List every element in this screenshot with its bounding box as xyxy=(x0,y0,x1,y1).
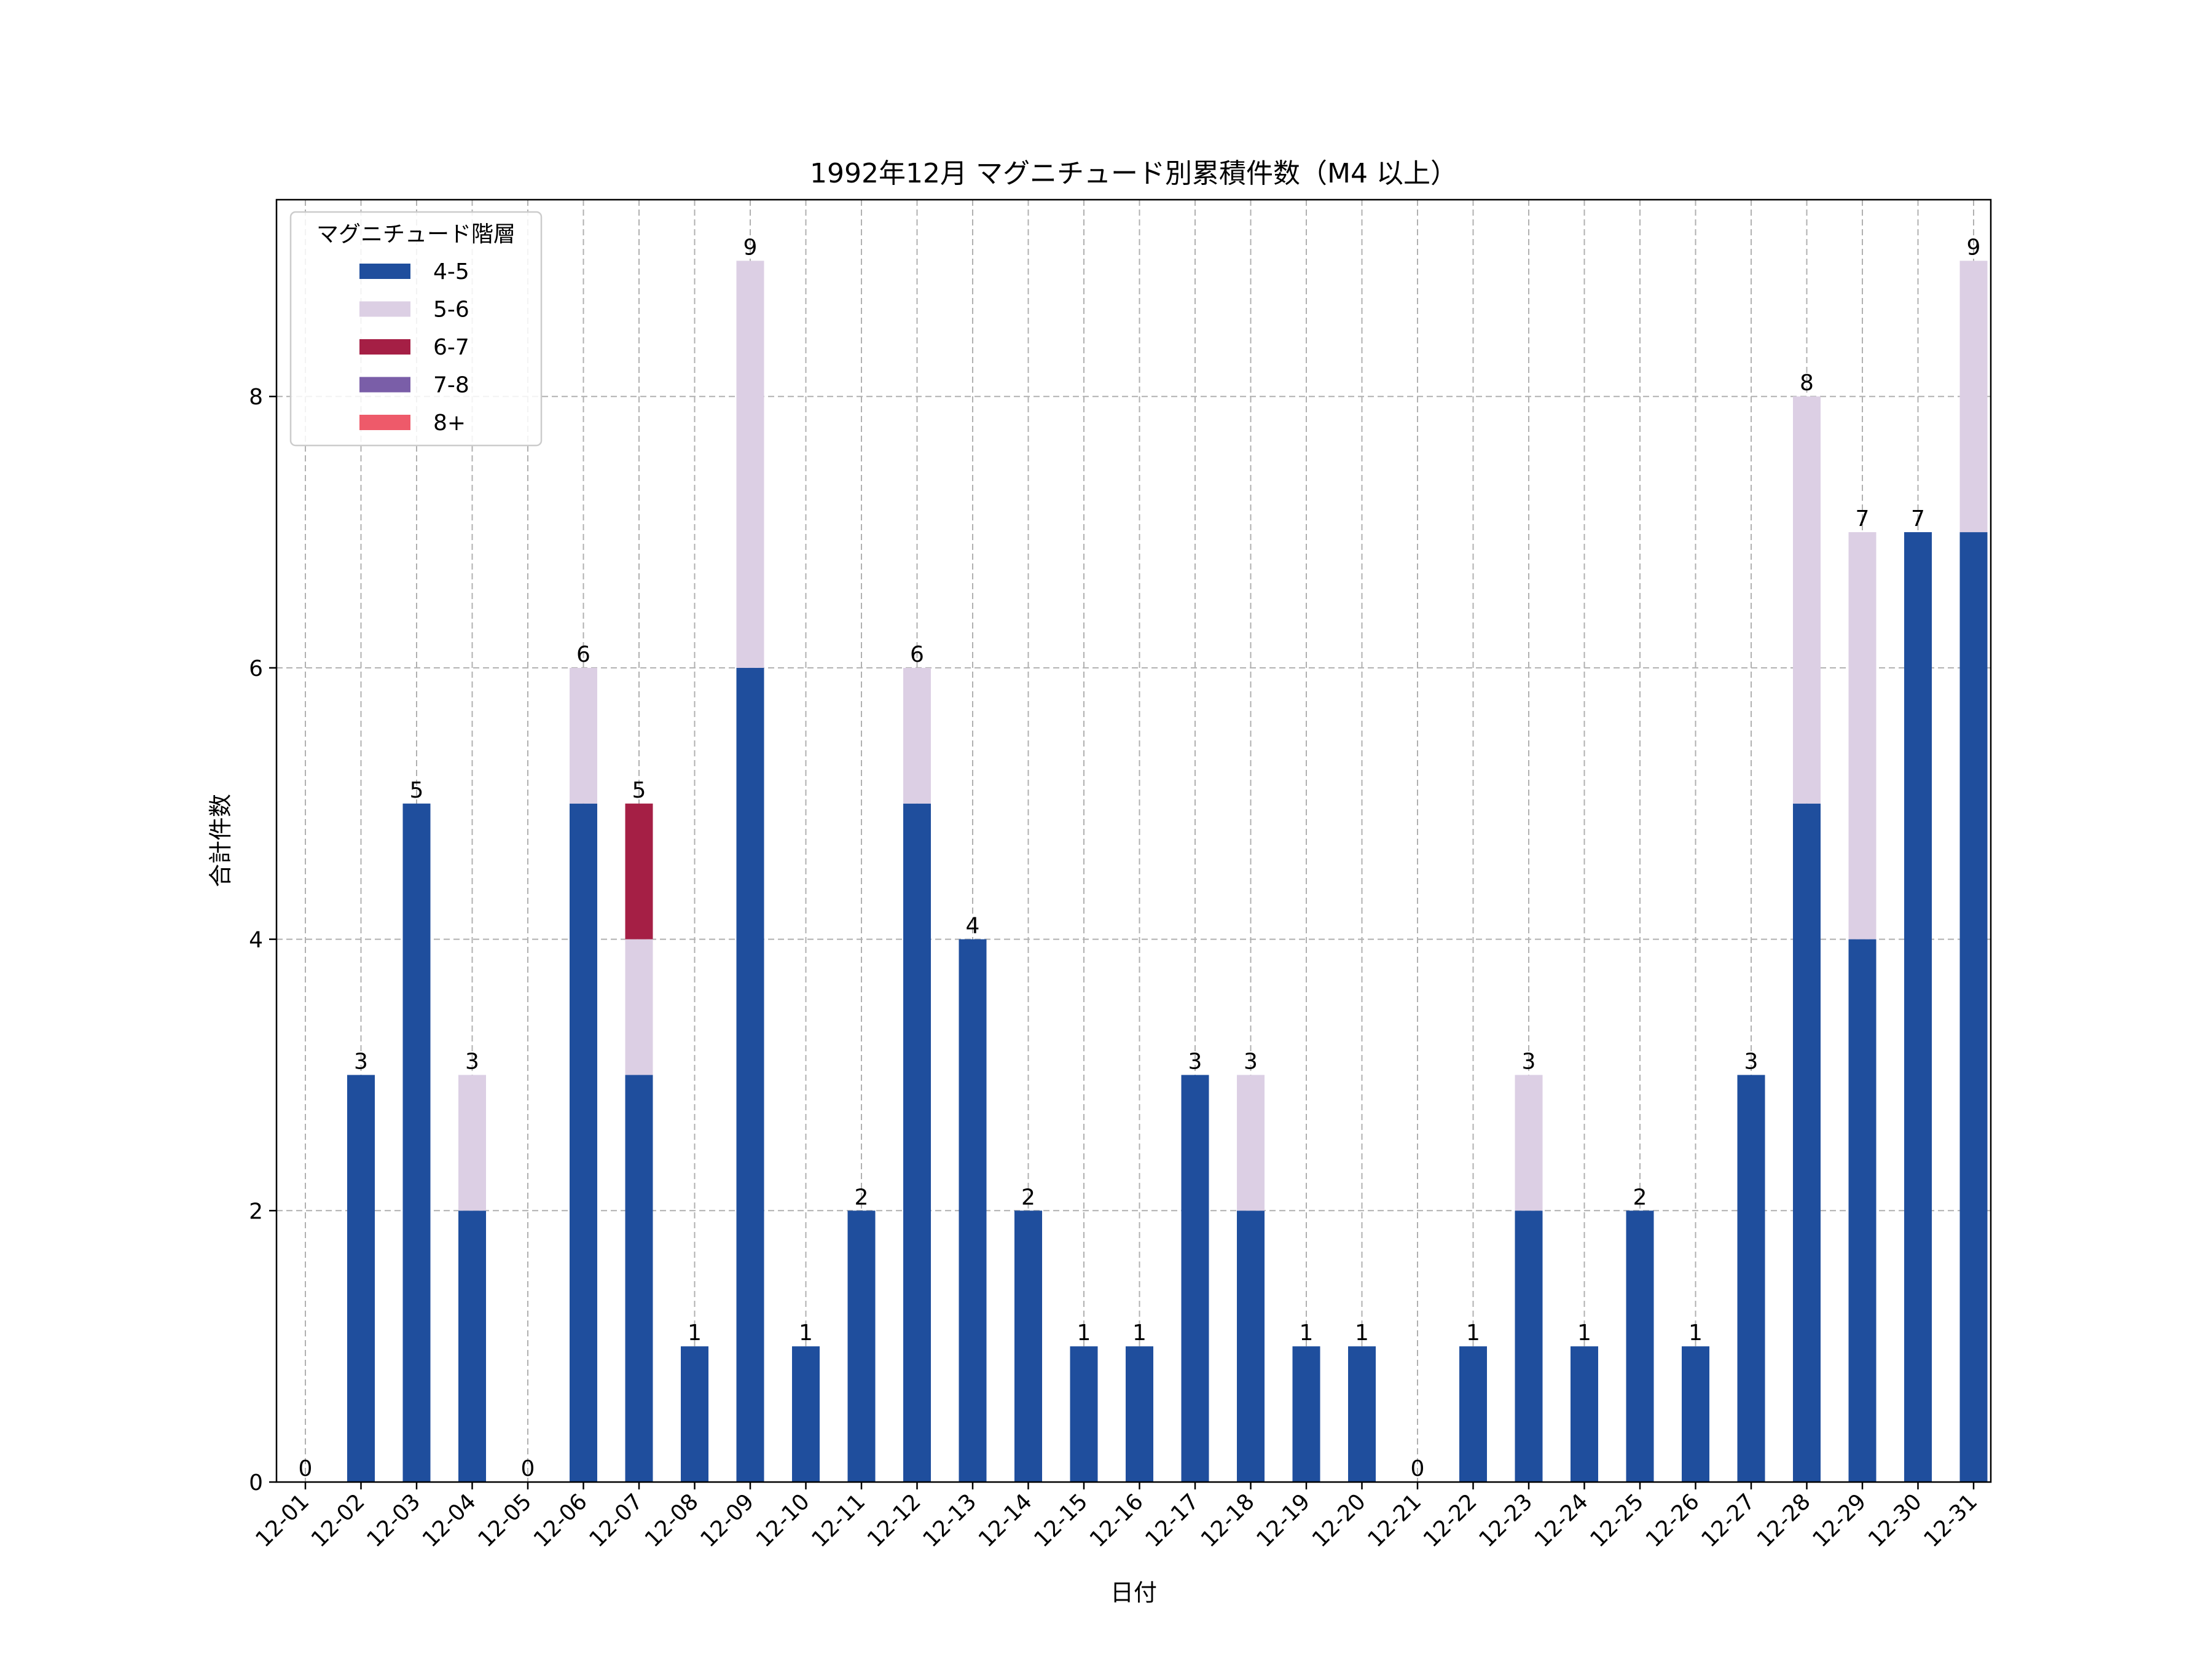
data-label: 3 xyxy=(465,1049,479,1074)
bar-segment xyxy=(625,803,653,939)
data-label: 0 xyxy=(299,1456,313,1481)
data-label: 6 xyxy=(576,642,590,667)
y-axis-label: 合計件数 xyxy=(207,794,234,887)
legend-entry-label: 4-5 xyxy=(433,259,469,284)
data-label: 1 xyxy=(688,1320,702,1346)
y-tick-label: 6 xyxy=(249,656,263,681)
bar-segment xyxy=(458,1075,486,1211)
bar-segment xyxy=(1459,1346,1487,1482)
data-label: 1 xyxy=(1688,1320,1703,1346)
data-label: 9 xyxy=(743,235,758,260)
bar-segment xyxy=(1793,803,1821,1482)
legend-entry-label: 8+ xyxy=(433,410,466,436)
legend-entry-label: 5-6 xyxy=(433,297,469,323)
bar-segment xyxy=(1626,1210,1654,1482)
bar-segment xyxy=(570,667,597,804)
data-label: 3 xyxy=(354,1049,368,1074)
bar-segment xyxy=(903,803,931,1482)
data-label: 2 xyxy=(1021,1185,1035,1210)
bar-segment xyxy=(1181,1075,1209,1482)
data-label: 3 xyxy=(1744,1049,1759,1074)
bar-segment xyxy=(736,667,764,1482)
data-label: 2 xyxy=(855,1185,869,1210)
data-label: 3 xyxy=(1522,1049,1536,1074)
bar-segment xyxy=(1515,1075,1543,1211)
bar-segment xyxy=(625,1075,653,1482)
legend-entry-label: 6-7 xyxy=(433,335,469,360)
data-label: 1 xyxy=(1077,1320,1091,1346)
bar-segment xyxy=(903,667,931,804)
data-label: 2 xyxy=(1633,1185,1647,1210)
data-label: 0 xyxy=(521,1456,535,1481)
bar-segment xyxy=(347,1075,375,1482)
data-label: 1 xyxy=(1466,1320,1480,1346)
data-label: 5 xyxy=(410,778,424,803)
bar-segment xyxy=(1571,1346,1598,1482)
data-label: 6 xyxy=(910,642,924,667)
legend-title: マグニチュード階層 xyxy=(316,222,516,247)
bar-segment xyxy=(681,1346,708,1482)
bar-segment xyxy=(458,1210,486,1482)
bar-segment xyxy=(402,803,431,1482)
bar-segment xyxy=(1515,1210,1543,1482)
bar-segment xyxy=(1348,1346,1376,1482)
x-axis-label: 日付 xyxy=(1110,1579,1157,1606)
bar-segment xyxy=(1848,939,1877,1482)
bars xyxy=(347,261,1988,1482)
legend-swatch xyxy=(359,377,410,393)
data-label: 1 xyxy=(799,1320,813,1346)
legend-entry-label: 7-8 xyxy=(433,373,469,398)
legend-swatch xyxy=(359,339,410,355)
data-label: 9 xyxy=(1967,235,1981,260)
y-tick-label: 4 xyxy=(249,928,263,953)
data-label: 1 xyxy=(1132,1320,1147,1346)
data-label: 0 xyxy=(1411,1456,1425,1481)
chart-title: 1992年12月 マグニチュード別累積件数（M4 以上） xyxy=(810,158,1457,189)
data-label: 4 xyxy=(966,914,980,939)
data-label: 3 xyxy=(1244,1049,1258,1074)
data-label: 1 xyxy=(1355,1320,1369,1346)
y-tick-label: 8 xyxy=(249,385,263,410)
bar-segment xyxy=(959,939,987,1482)
y-axis: 0 2 4 6 8 xyxy=(249,385,276,1496)
bar-segment xyxy=(1237,1075,1265,1211)
data-label: 7 xyxy=(1856,506,1870,531)
bar-segment xyxy=(1014,1210,1042,1482)
bar-segment xyxy=(1682,1346,1709,1482)
bar-segment xyxy=(1848,532,1877,939)
bar-segment xyxy=(1793,396,1821,804)
y-tick-label: 2 xyxy=(249,1199,263,1224)
plot-frame xyxy=(275,198,1992,1483)
bar-segment xyxy=(570,803,597,1482)
bar-segment xyxy=(847,1210,876,1482)
bar-segment xyxy=(1959,532,1988,1482)
bar-segment xyxy=(792,1346,820,1482)
bar-segment xyxy=(1292,1346,1320,1482)
legend-box xyxy=(289,211,543,447)
data-label: 1 xyxy=(1300,1320,1314,1346)
bar-segment xyxy=(736,261,764,668)
bar-segment xyxy=(1237,1210,1265,1482)
bar-segment xyxy=(625,939,653,1075)
bar-segment xyxy=(1737,1075,1765,1482)
data-label: 5 xyxy=(632,778,646,803)
data-labels: 0 3 5 3 0 6 5 1 9 1 2 6 4 2 1 1 3 3 1 1 0 1 3 1 2 1 3 8 7 7 9 xyxy=(299,235,1981,1481)
bar-segment xyxy=(1959,261,1988,533)
data-label: 8 xyxy=(1800,371,1814,396)
data-label: 7 xyxy=(1911,506,1925,531)
legend-swatch xyxy=(359,301,410,317)
bar-segment xyxy=(1904,532,1932,1482)
data-label: 1 xyxy=(1577,1320,1591,1346)
bar-segment xyxy=(1126,1346,1153,1482)
y-tick-label: 0 xyxy=(249,1470,263,1496)
data-label: 3 xyxy=(1188,1049,1202,1074)
legend-swatch xyxy=(359,264,410,279)
legend: マグニチュード階層 4-5 5-6 6-7 7-8 8+ xyxy=(289,211,543,447)
bar-segment xyxy=(1070,1346,1098,1482)
legend-swatch xyxy=(359,415,410,430)
